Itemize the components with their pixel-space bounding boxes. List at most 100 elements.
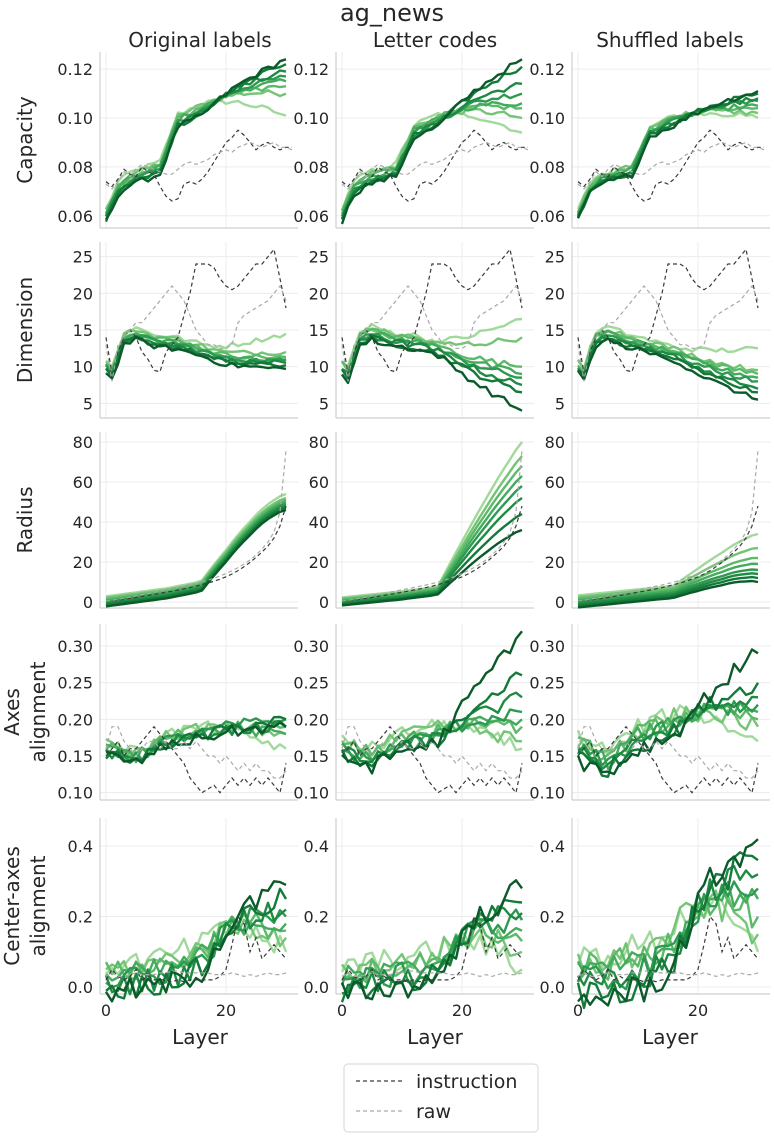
row-label-axes-alignment: Axes bbox=[0, 688, 24, 736]
green-series-line bbox=[577, 329, 759, 379]
row-label-capacity: Capacity bbox=[13, 96, 37, 184]
y-tick-label: 10 bbox=[309, 358, 329, 377]
green-series-line bbox=[341, 317, 523, 367]
y-tick-label: 40 bbox=[309, 513, 329, 532]
y-tick-label: 60 bbox=[73, 473, 93, 492]
y-tick-label: 0.10 bbox=[529, 109, 565, 128]
green-series-line bbox=[576, 880, 759, 991]
x-axis-label-col-3: Layer bbox=[642, 1025, 699, 1049]
x-axis-label-col-1: Layer bbox=[172, 1025, 229, 1049]
y-tick-label: 5 bbox=[319, 394, 329, 413]
green-series-line bbox=[577, 705, 760, 753]
y-tick-label: 40 bbox=[73, 513, 93, 532]
y-tick-label: 0 bbox=[319, 593, 329, 612]
y-tick-label: 0.15 bbox=[293, 747, 329, 766]
y-tick-label: 0.20 bbox=[529, 710, 565, 729]
green-series-line bbox=[104, 58, 287, 221]
green-series-line bbox=[341, 485, 523, 604]
green-series-line bbox=[577, 579, 759, 609]
green-series-line bbox=[576, 881, 760, 975]
series-line-raw bbox=[577, 284, 759, 382]
series-line-raw bbox=[105, 726, 287, 779]
green-series-line bbox=[104, 880, 287, 1003]
green-series-line bbox=[105, 720, 287, 754]
series-line-raw bbox=[341, 726, 523, 779]
green-series-line bbox=[577, 568, 759, 604]
green-series-line bbox=[105, 504, 287, 605]
series-line-instruction bbox=[341, 505, 523, 602]
y-tick-label: 0.25 bbox=[57, 674, 93, 693]
y-tick-label: 0.4 bbox=[304, 837, 329, 856]
y-tick-label: 0.12 bbox=[529, 60, 565, 79]
row-label-dimension: Dimension bbox=[13, 277, 37, 383]
series-line-raw bbox=[577, 449, 759, 602]
green-series-line bbox=[340, 100, 523, 215]
green-series-line bbox=[105, 492, 287, 598]
green-series-line bbox=[105, 502, 287, 604]
y-tick-label: 0.10 bbox=[293, 784, 329, 803]
y-tick-label: 0.4 bbox=[540, 837, 565, 856]
green-series-line bbox=[340, 106, 523, 212]
panel-dimension-shuffled-labels: 5 10 15 20 25 bbox=[545, 242, 770, 419]
panel-dimension-letter-codes: 5 10 15 20 25 bbox=[309, 242, 534, 419]
series-line-raw bbox=[341, 449, 523, 602]
y-tick-label: 0.0 bbox=[540, 978, 565, 997]
panel-center-axes-alignment-original-labels: 0.0 0.2 0.4 0 20 bbox=[68, 818, 298, 1020]
y-tick-label: 15 bbox=[545, 321, 565, 340]
series-line-raw bbox=[341, 284, 523, 382]
green-series-line bbox=[576, 851, 759, 1010]
x-tick-label: 0 bbox=[337, 1001, 347, 1020]
y-tick-label: 0.08 bbox=[529, 158, 565, 177]
green-series-line bbox=[577, 887, 760, 983]
y-tick-label: 0.06 bbox=[293, 207, 329, 226]
series-line-instruction bbox=[105, 129, 292, 202]
y-tick-label: 0.06 bbox=[529, 207, 565, 226]
series-line-instruction bbox=[341, 915, 523, 983]
y-tick-label: 0.15 bbox=[57, 747, 93, 766]
x-tick-label: 20 bbox=[452, 1001, 472, 1020]
y-tick-label: 0.25 bbox=[293, 674, 329, 693]
green-series-line bbox=[105, 326, 287, 368]
green-series-line bbox=[340, 92, 523, 217]
y-tick-label: 0.08 bbox=[293, 158, 329, 177]
x-tick-label: 0 bbox=[101, 1001, 111, 1020]
series-line-instruction bbox=[105, 505, 287, 602]
panel-capacity-shuffled-labels: 0.06 0.08 0.10 0.12 bbox=[529, 52, 770, 229]
y-tick-label: 0.12 bbox=[57, 60, 93, 79]
series-line-instruction bbox=[105, 725, 287, 795]
green-series-line bbox=[576, 325, 759, 371]
series-line-instruction bbox=[577, 129, 764, 202]
y-tick-label: 20 bbox=[545, 553, 565, 572]
series-line-raw bbox=[105, 284, 287, 382]
y-tick-label: 40 bbox=[545, 513, 565, 532]
series-line-instruction bbox=[341, 129, 528, 202]
green-series-line bbox=[577, 682, 760, 778]
y-tick-label: 0.20 bbox=[293, 710, 329, 729]
x-tick-label: 20 bbox=[216, 1001, 236, 1020]
green-series-line bbox=[577, 838, 759, 1007]
legend-label-instruction: instruction bbox=[416, 1071, 517, 1093]
x-tick-label: 0 bbox=[573, 1001, 583, 1020]
green-series-line bbox=[104, 63, 287, 223]
green-series-line bbox=[341, 921, 523, 984]
y-tick-label: 0.2 bbox=[68, 908, 93, 927]
green-series-line bbox=[577, 337, 759, 394]
y-tick-label: 0.15 bbox=[529, 747, 565, 766]
y-tick-label: 80 bbox=[545, 433, 565, 452]
green-series-line bbox=[340, 898, 523, 1003]
y-tick-label: 15 bbox=[309, 321, 329, 340]
green-series-line bbox=[104, 88, 287, 211]
panel-capacity-original-labels: 0.06 0.08 0.10 0.12 bbox=[57, 52, 298, 229]
panel-radius-shuffled-labels: 0 20 40 60 80 bbox=[545, 432, 770, 612]
y-tick-label: 0.25 bbox=[529, 674, 565, 693]
y-tick-label: 0.10 bbox=[57, 109, 93, 128]
panel-radius-letter-codes: 0 20 40 60 80 bbox=[309, 432, 534, 612]
y-tick-label: 25 bbox=[73, 248, 93, 267]
y-tick-label: 80 bbox=[73, 433, 93, 452]
series-line-instruction bbox=[105, 915, 287, 983]
series-line-instruction bbox=[341, 725, 523, 795]
green-series-line bbox=[340, 879, 523, 1001]
y-tick-label: 0.30 bbox=[57, 637, 93, 656]
green-series-line bbox=[341, 630, 523, 775]
green-series-line bbox=[577, 701, 759, 770]
